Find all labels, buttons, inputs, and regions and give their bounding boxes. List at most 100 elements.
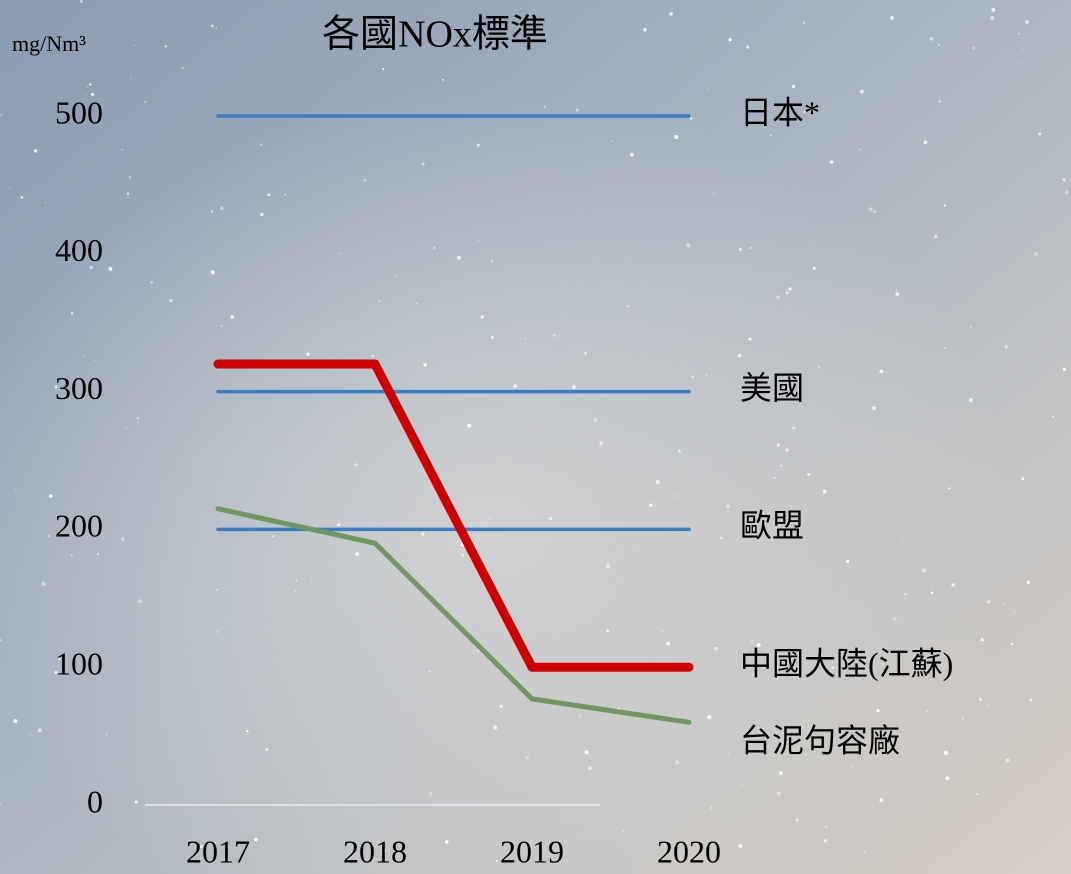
star — [929, 37, 933, 41]
star — [923, 140, 928, 145]
star — [169, 298, 173, 303]
star — [428, 670, 431, 673]
series-line — [215, 506, 692, 725]
star — [513, 384, 517, 388]
star — [20, 196, 24, 199]
star — [803, 21, 806, 24]
star — [456, 255, 461, 260]
star — [90, 92, 95, 97]
star — [423, 363, 427, 367]
star — [938, 100, 941, 103]
star — [420, 532, 425, 537]
star — [524, 337, 526, 340]
star — [339, 252, 341, 255]
x-tick-label: 2018 — [343, 833, 407, 869]
star — [895, 291, 900, 297]
star — [991, 7, 996, 12]
star — [879, 798, 884, 803]
star — [642, 27, 647, 32]
star — [467, 423, 472, 428]
star — [773, 476, 776, 479]
star — [785, 291, 789, 295]
star — [975, 792, 978, 795]
star — [969, 325, 972, 329]
star — [756, 643, 761, 648]
star — [354, 463, 358, 467]
star — [121, 149, 123, 151]
star — [260, 212, 264, 217]
star — [477, 240, 479, 242]
star — [748, 337, 752, 341]
star — [1033, 251, 1038, 257]
star — [378, 300, 381, 303]
star — [831, 666, 834, 669]
star — [267, 193, 271, 197]
star — [823, 839, 827, 843]
star — [864, 850, 866, 853]
star — [1004, 345, 1008, 349]
star — [96, 553, 100, 556]
star — [791, 84, 796, 89]
star — [943, 347, 946, 349]
star — [0, 639, 2, 642]
star — [945, 776, 950, 781]
star — [246, 729, 249, 733]
series-label: 台泥句容廠 — [740, 723, 900, 759]
star — [859, 89, 864, 94]
star — [9, 187, 11, 190]
star — [575, 108, 579, 112]
star — [85, 93, 87, 96]
star — [41, 581, 46, 586]
star — [499, 704, 503, 708]
star — [707, 715, 712, 720]
star — [134, 800, 138, 804]
series-label: 美國 — [740, 370, 804, 406]
star — [54, 385, 58, 389]
star — [691, 375, 695, 379]
x-tick-label: 2017 — [186, 833, 250, 869]
star — [1062, 367, 1067, 371]
star — [746, 45, 750, 49]
star — [889, 15, 894, 20]
series-line — [213, 359, 694, 672]
star — [44, 201, 47, 204]
star — [674, 135, 679, 140]
star — [164, 45, 168, 48]
star — [872, 406, 876, 410]
star — [253, 837, 258, 842]
star — [846, 559, 850, 564]
star — [904, 592, 908, 596]
star — [532, 27, 535, 30]
star — [934, 234, 938, 239]
x-tick-label: 2019 — [500, 833, 564, 869]
star — [120, 537, 125, 541]
y-tick-label: 200 — [55, 508, 103, 544]
star — [814, 240, 816, 242]
star — [778, 771, 783, 775]
star — [133, 45, 135, 47]
star — [126, 427, 128, 429]
x-tick-label: 2020 — [657, 833, 721, 869]
star — [58, 658, 61, 661]
star — [951, 583, 955, 587]
star — [0, 803, 2, 806]
star — [824, 825, 828, 828]
star — [770, 134, 772, 136]
star — [337, 523, 341, 527]
star — [780, 464, 783, 467]
star — [741, 783, 743, 786]
star — [219, 206, 224, 210]
star — [126, 192, 130, 195]
star — [394, 274, 397, 277]
star — [987, 600, 991, 604]
star — [750, 639, 754, 643]
star — [681, 805, 683, 807]
star — [948, 487, 952, 490]
series-label: 日本* — [740, 94, 820, 130]
star — [490, 336, 494, 339]
star — [264, 747, 269, 752]
star — [606, 629, 610, 633]
star — [13, 719, 18, 724]
star — [922, 568, 927, 573]
